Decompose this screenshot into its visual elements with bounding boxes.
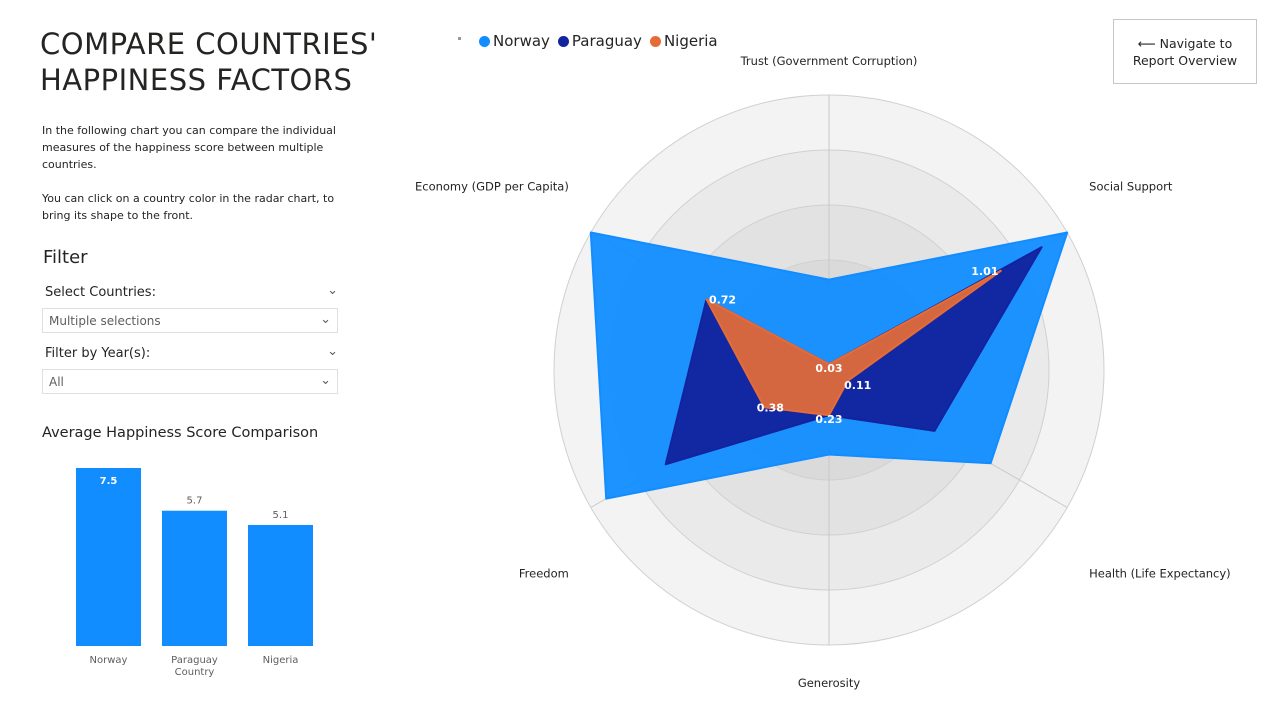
filter-heading: Filter (43, 247, 88, 268)
legend-dot-paraguay (557, 35, 569, 47)
legend-label-norway: Norway (493, 32, 550, 50)
radar-series-nigeria[interactable] (705, 269, 1002, 417)
chevron-down-icon[interactable]: ⌄ (327, 283, 338, 298)
countries-dropdown[interactable]: Multiple selections ⌄ (42, 308, 338, 333)
bar-category-label: Nigeria (263, 655, 299, 666)
select-countries-label: Select Countries: (45, 285, 156, 300)
legend-label-paraguay: Paraguay (571, 32, 642, 50)
radar-axis-label: Economy (GDP per Capita) (415, 180, 569, 194)
intro-paragraph-1: In the following chart you can compare t… (42, 124, 336, 171)
radar-data-label: 0.23 (815, 413, 842, 426)
radar-axis-label: Health (Life Expectancy) (1089, 567, 1231, 581)
radar-axis-label: Trust (Government Corruption) (740, 55, 918, 68)
intro-text: In the following chart you can compare t… (42, 122, 352, 241)
filter-years-label: Filter by Year(s): (45, 346, 151, 361)
radar-data-label: 0.38 (757, 401, 784, 414)
page-title-line2: HAPPINESS FACTORS (40, 63, 353, 97)
page-title: COMPARE COUNTRIES' HAPPINESS FACTORS (40, 26, 420, 98)
bar-chart-title: Average Happiness Score Comparison (42, 425, 319, 441)
radar-data-label: 0.03 (815, 362, 842, 375)
radar-legend[interactable]: Norway Paraguay Nigeria (458, 32, 726, 50)
bar-value-label: 7.5 (100, 476, 118, 487)
legend-item-paraguay[interactable]: Paraguay (557, 32, 642, 50)
legend-marker (458, 36, 461, 40)
years-dropdown[interactable]: All ⌄ (42, 369, 338, 394)
radar-axis-label: Social Support (1089, 180, 1173, 194)
bar-category-label: Country (175, 667, 215, 678)
radar-data-label: 1.01 (971, 265, 998, 278)
legend-dot-nigeria (649, 35, 661, 47)
radar-axis-label: Generosity (798, 676, 861, 690)
page-title-line1: COMPARE COUNTRIES' (40, 27, 378, 61)
nav-button-line2: Report Overview (1132, 52, 1238, 68)
chevron-down-icon: ⌄ (320, 312, 331, 327)
countries-dropdown-value: Multiple selections (49, 314, 161, 328)
legend-dot-norway (479, 35, 490, 47)
intro-paragraph-2: You can click on a country color in the … (42, 192, 335, 222)
bar-category-label: Norway (90, 655, 128, 666)
radar-data-label: 0.72 (709, 293, 736, 306)
legend-item-nigeria[interactable]: Nigeria (649, 32, 718, 50)
bar-value-label: 5.7 (187, 496, 203, 507)
bar-norway[interactable] (76, 468, 141, 646)
bar-category-label: Paraguay (171, 655, 218, 666)
radar-chart[interactable]: 0.03 1.01 0.11 0.23 0.38 0.72 Trust (Governmen… (400, 55, 1260, 695)
select-countries-header[interactable]: Select Countries: ⌄ (45, 283, 340, 300)
filter-years-header[interactable]: Filter by Year(s): ⌄ (45, 344, 340, 361)
bar-paraguay-country[interactable] (162, 510, 227, 646)
legend-item-norway[interactable]: Norway (479, 32, 550, 50)
chevron-down-icon[interactable]: ⌄ (327, 344, 338, 359)
chevron-down-icon: ⌄ (320, 373, 331, 388)
navigate-report-overview-button[interactable]: ⟵ Navigate to Report Overview (1113, 19, 1257, 84)
legend-label-nigeria: Nigeria (663, 32, 718, 50)
radar-data-label: 0.11 (844, 379, 871, 392)
nav-button-line1: ⟵ Navigate to (1137, 35, 1233, 51)
radar-axis-label: Freedom (519, 567, 569, 581)
bar-value-label: 5.1 (273, 510, 289, 521)
years-dropdown-value: All (49, 375, 64, 389)
bar-nigeria[interactable] (248, 524, 313, 646)
